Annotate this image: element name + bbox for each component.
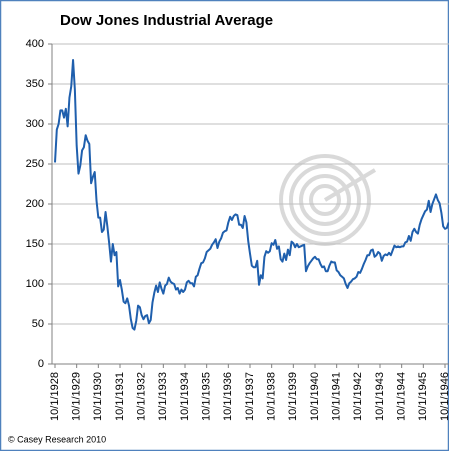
x-tick-label: 10/1/1941 — [331, 372, 343, 421]
y-tick-label: 0 — [38, 358, 44, 370]
x-tick-label: 10/1/1943 — [374, 372, 386, 421]
y-tick-label: 200 — [26, 198, 44, 210]
x-tick-label: 10/1/1936 — [222, 372, 234, 421]
x-tick-label: 10/1/1938 — [266, 372, 278, 421]
x-tick-label: 10/1/1930 — [92, 372, 104, 421]
x-tick-label: 10/1/1931 — [114, 372, 126, 421]
y-tick-label: 300 — [26, 118, 44, 130]
y-tick-label: 400 — [26, 38, 44, 50]
y-tick-label: 250 — [26, 158, 44, 170]
x-tick-label: 10/1/1933 — [157, 372, 169, 421]
y-tick-label: 100 — [26, 278, 44, 290]
x-tick-label: 10/1/1929 — [71, 372, 83, 421]
x-tick-label: 10/1/1928 — [49, 372, 61, 421]
x-tick-label: 10/1/1939 — [287, 372, 299, 421]
x-tick-label: 10/1/1945 — [417, 372, 429, 421]
credit: © Casey Research 2010 — [8, 434, 106, 444]
y-tick-label: 350 — [26, 78, 44, 90]
price-line — [54, 59, 449, 331]
x-tick-label: 10/1/1932 — [136, 372, 148, 421]
x-tick-label: 10/1/1946 — [439, 372, 449, 421]
x-tick-label: 10/1/1944 — [396, 372, 408, 421]
x-tick-label: 10/1/1940 — [309, 372, 321, 421]
y-tick-label: 50 — [32, 318, 44, 330]
x-tick-label: 10/1/1934 — [179, 372, 191, 421]
chart-title: Dow Jones Industrial Average — [60, 12, 273, 29]
y-tick-label: 150 — [26, 238, 44, 250]
x-tick-label: 10/1/1937 — [244, 372, 256, 421]
x-tick-label: 10/1/1935 — [201, 372, 213, 421]
x-tick-label: 10/1/1942 — [352, 372, 364, 421]
